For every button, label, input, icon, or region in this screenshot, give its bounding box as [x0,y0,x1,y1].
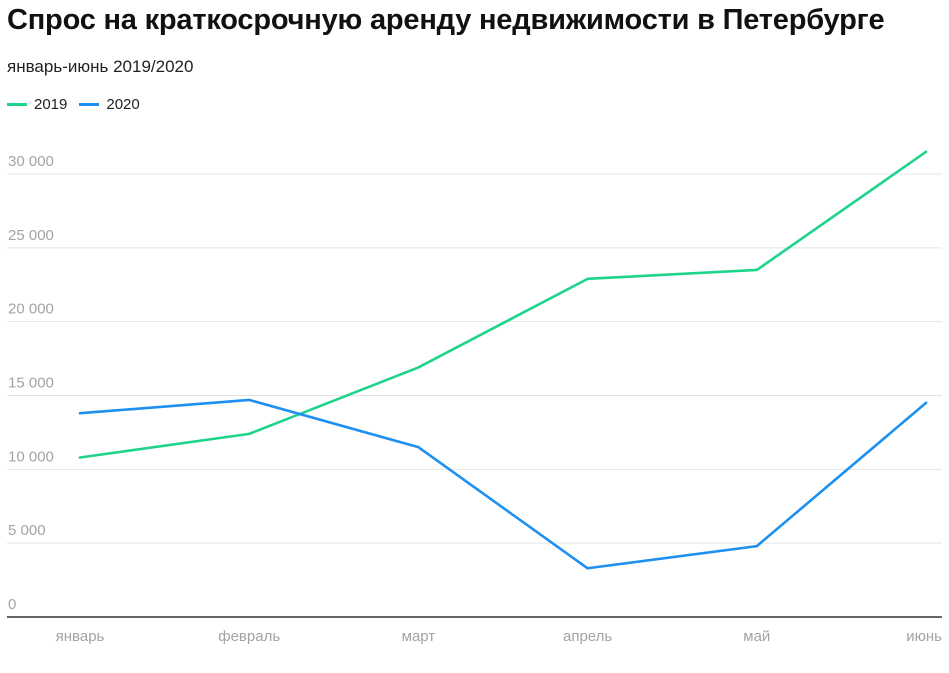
legend-label-2019: 2019 [34,96,68,113]
y-tick-label-30000: 30 000 [8,153,54,170]
legend-swatch-2020 [79,103,100,106]
y-tick-label-25000: 25 000 [8,227,54,244]
y-tick-label-0: 0 [8,596,16,613]
legend-item-2019[interactable]: 2019 [7,96,67,113]
data-point-2019-0 [78,456,82,459]
series-line-2020 [78,398,928,570]
data-point-2020-0 [78,412,82,415]
data-point-2019-1 [248,432,251,436]
x-tick-label-4: май [743,628,770,645]
data-point-2020-1 [248,398,251,402]
series-line-2019 [78,150,928,459]
y-tick-label-10000: 10 000 [8,448,54,465]
data-point-2019-3 [586,277,589,281]
data-point-2019-2 [417,366,420,369]
y-tick-label-5000: 5 000 [8,522,46,539]
x-tick-label-3: апрель [563,628,612,645]
legend-label-2020: 2020 [106,96,140,113]
y-tick-label-20000: 20 000 [8,301,54,318]
data-point-2020-5 [924,401,928,405]
chart-title: Спрос на краткосрочную аренду недвижимос… [7,4,885,36]
x-tick-label-5: июнь [906,628,942,645]
data-point-2019-4 [755,268,758,272]
legend: 2019 2020 [7,96,152,113]
data-point-2019-5 [924,150,928,154]
legend-swatch-2019 [7,103,27,106]
y-tick-label-15000: 15 000 [8,375,54,392]
x-tick-label-1: февраль [218,628,280,645]
legend-item-2020[interactable]: 2020 [79,96,140,113]
data-point-2020-2 [417,445,420,449]
x-tick-label-2: март [402,628,436,645]
data-point-2020-4 [755,544,758,548]
data-point-2020-3 [586,567,589,570]
chart-subtitle: январь-июнь 2019/2020 [7,57,194,76]
x-tick-label-0: январь [56,628,105,645]
